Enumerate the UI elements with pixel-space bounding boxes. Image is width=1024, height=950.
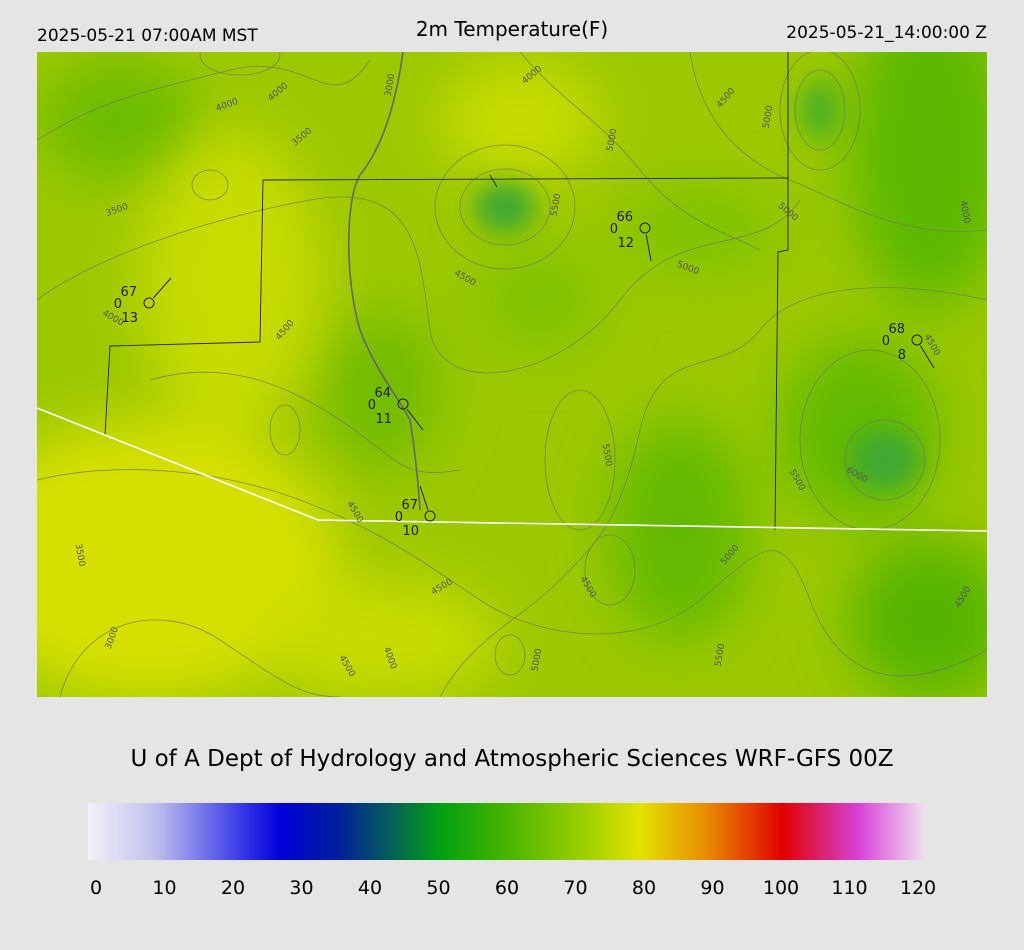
station-marker bbox=[424, 510, 436, 522]
contour-label: 5500 bbox=[600, 443, 614, 468]
station-temp: 66 bbox=[616, 210, 633, 225]
station-bottom: 10 bbox=[402, 524, 419, 539]
colorbar-tick-label: 20 bbox=[221, 877, 245, 899]
contour-label: 5000 bbox=[531, 648, 545, 673]
contour-label: 3500 bbox=[73, 543, 87, 568]
colorbar-tick-label: 100 bbox=[763, 877, 799, 899]
colorbar-tick-label: 30 bbox=[289, 877, 313, 899]
colorbar-tick-label: 10 bbox=[152, 877, 176, 899]
contour-label: 5500 bbox=[550, 193, 564, 218]
station-left: 0 bbox=[610, 222, 618, 237]
colorbar-tick-label: 60 bbox=[495, 877, 519, 899]
station-marker bbox=[911, 334, 923, 346]
colorbar-tick-label: 50 bbox=[426, 877, 450, 899]
station-temp: 68 bbox=[888, 322, 905, 337]
wind-barb bbox=[406, 408, 424, 431]
station-marker bbox=[639, 222, 651, 234]
station-left: 0 bbox=[114, 297, 122, 312]
wind-barb bbox=[153, 277, 172, 299]
colorbar-tick-label: 40 bbox=[358, 877, 382, 899]
colorbar-tick-label: 90 bbox=[700, 877, 724, 899]
wind-barb bbox=[419, 485, 429, 511]
header-title: 2m Temperature(F) bbox=[416, 17, 608, 41]
colorbar-tick-label: 120 bbox=[900, 877, 936, 899]
header-left: 2025-05-21 07:00AM MST bbox=[37, 26, 258, 46]
contour-label: 5000 bbox=[606, 128, 620, 153]
station-marker bbox=[143, 297, 155, 309]
contour-label: 5500 bbox=[714, 643, 728, 668]
station-bottom: 13 bbox=[121, 311, 138, 326]
station-bottom: 11 bbox=[375, 412, 392, 427]
colorbar-tick-label: 0 bbox=[90, 877, 102, 899]
contour-label: 5000 bbox=[762, 105, 776, 130]
colorbar-tick-label: 80 bbox=[632, 877, 656, 899]
colorbar-tick-label: 110 bbox=[831, 877, 867, 899]
station-bottom: 12 bbox=[617, 236, 634, 251]
station-left: 0 bbox=[882, 334, 890, 349]
station-temp: 67 bbox=[401, 498, 418, 513]
contour-label: 4000 bbox=[958, 200, 972, 225]
station-marker bbox=[397, 398, 409, 410]
station-left: 0 bbox=[395, 510, 403, 525]
contour-label: 3000 bbox=[384, 73, 398, 98]
footer: U of A Dept of Hydrology and Atmospheric… bbox=[130, 746, 893, 772]
station-left: 0 bbox=[368, 398, 376, 413]
colorbar bbox=[88, 803, 925, 860]
station-temp: 67 bbox=[120, 285, 137, 300]
wind-barb bbox=[645, 234, 652, 262]
station-temp: 64 bbox=[374, 386, 391, 401]
wind-barb bbox=[919, 345, 935, 369]
colorbar-tick-label: 70 bbox=[563, 877, 587, 899]
station-bottom: 8 bbox=[898, 348, 906, 363]
header-right: 2025-05-21_14:00:00 Z bbox=[786, 23, 987, 43]
